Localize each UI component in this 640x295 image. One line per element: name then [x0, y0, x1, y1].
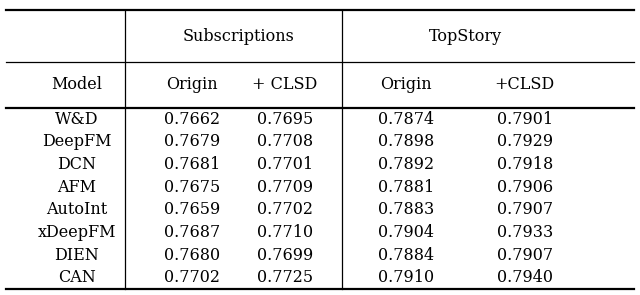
Text: 0.7904: 0.7904	[378, 224, 435, 241]
Text: 0.7940: 0.7940	[497, 269, 553, 286]
Text: 0.7662: 0.7662	[164, 111, 220, 127]
Text: Origin: Origin	[166, 76, 218, 93]
Text: 0.7907: 0.7907	[497, 247, 553, 264]
Text: 0.7892: 0.7892	[378, 156, 435, 173]
Text: 0.7910: 0.7910	[378, 269, 435, 286]
Text: TopStory: TopStory	[429, 28, 502, 45]
Text: + CLSD: + CLSD	[252, 76, 317, 93]
Text: 0.7725: 0.7725	[257, 269, 313, 286]
Text: CAN: CAN	[58, 269, 95, 286]
Text: 0.7933: 0.7933	[497, 224, 553, 241]
Text: 0.7901: 0.7901	[497, 111, 553, 127]
Text: 0.7681: 0.7681	[164, 156, 220, 173]
Text: 0.7659: 0.7659	[164, 201, 220, 218]
Text: 0.7709: 0.7709	[257, 178, 313, 196]
Text: 0.7884: 0.7884	[378, 247, 435, 264]
Text: 0.7695: 0.7695	[257, 111, 313, 127]
Text: 0.7710: 0.7710	[257, 224, 313, 241]
Text: Origin: Origin	[381, 76, 432, 93]
Text: 0.7687: 0.7687	[164, 224, 220, 241]
Text: DIEN: DIEN	[54, 247, 99, 264]
Text: 0.7883: 0.7883	[378, 201, 435, 218]
Text: 0.7906: 0.7906	[497, 178, 553, 196]
Text: 0.7874: 0.7874	[378, 111, 435, 127]
Text: 0.7702: 0.7702	[164, 269, 220, 286]
Text: 0.7907: 0.7907	[497, 201, 553, 218]
Text: AFM: AFM	[58, 178, 96, 196]
Text: +CLSD: +CLSD	[495, 76, 555, 93]
Text: xDeepFM: xDeepFM	[38, 224, 116, 241]
Text: 0.7918: 0.7918	[497, 156, 553, 173]
Text: 0.7701: 0.7701	[257, 156, 313, 173]
Text: 0.7680: 0.7680	[164, 247, 220, 264]
Text: 0.7699: 0.7699	[257, 247, 313, 264]
Text: 0.7881: 0.7881	[378, 178, 435, 196]
Text: W&D: W&D	[55, 111, 99, 127]
Text: Model: Model	[51, 76, 102, 93]
Text: 0.7708: 0.7708	[257, 133, 313, 150]
Text: 0.7898: 0.7898	[378, 133, 435, 150]
Text: AutoInt: AutoInt	[46, 201, 108, 218]
Text: 0.7679: 0.7679	[164, 133, 220, 150]
Text: 0.7929: 0.7929	[497, 133, 553, 150]
Text: 0.7702: 0.7702	[257, 201, 313, 218]
Text: DCN: DCN	[58, 156, 96, 173]
Text: DeepFM: DeepFM	[42, 133, 111, 150]
Text: Subscriptions: Subscriptions	[182, 28, 294, 45]
Text: 0.7675: 0.7675	[164, 178, 220, 196]
